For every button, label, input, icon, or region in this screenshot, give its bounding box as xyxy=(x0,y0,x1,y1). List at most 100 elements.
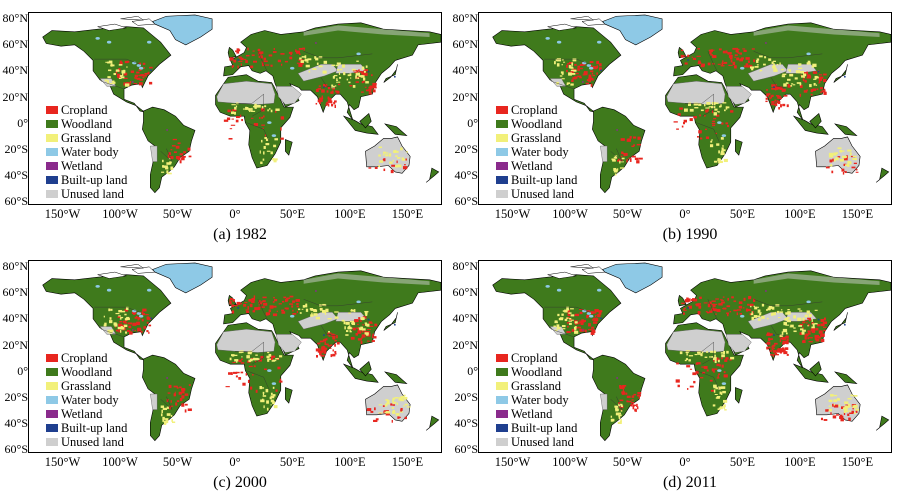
cropland-patch xyxy=(117,331,122,333)
grassland-patch xyxy=(323,60,328,64)
grassland-patch xyxy=(768,58,772,61)
cropland-patch xyxy=(715,132,718,135)
cropland-patch xyxy=(771,348,774,351)
grassland-patch xyxy=(558,317,564,321)
cropland-patch xyxy=(303,48,305,51)
grassland-patch xyxy=(256,104,261,108)
cropland-patch xyxy=(119,61,122,65)
grassland-patch xyxy=(341,64,345,68)
cropland-patch xyxy=(803,72,807,75)
grassland-patch xyxy=(698,350,702,353)
cropland-patch xyxy=(147,71,150,75)
grassland-patch xyxy=(170,414,173,417)
cropland-patch xyxy=(717,63,721,65)
grassland-patch xyxy=(558,328,561,330)
cropland-patch xyxy=(745,63,749,66)
cropland-patch xyxy=(258,359,262,362)
grassland-patch xyxy=(766,309,768,311)
cropland-patch xyxy=(225,386,230,388)
grassland-patch xyxy=(119,318,122,320)
wetland-patch xyxy=(166,377,168,379)
cropland-patch xyxy=(188,384,191,386)
latitude-tick-label: 0° xyxy=(467,363,478,378)
landmass-uk xyxy=(227,294,237,307)
cropland-patch xyxy=(245,373,248,376)
cropland-patch xyxy=(636,143,641,146)
cropland-patch xyxy=(283,296,287,299)
cropland-patch xyxy=(769,338,773,340)
cropland-patch xyxy=(142,76,145,79)
grassland-patch xyxy=(163,422,167,425)
cropland-patch xyxy=(820,338,825,343)
map-panel: 80°N 60°N 40°N 20°N 0° 20°S 40°S 60°S 150°W 100°W… xyxy=(450,248,900,496)
cropland-patch xyxy=(228,137,233,140)
cropland-patch xyxy=(712,55,717,59)
cropland-patch xyxy=(815,327,819,331)
grassland-patch xyxy=(760,69,763,72)
grassland-patch xyxy=(268,353,272,357)
legend-label: Grassland xyxy=(511,379,561,393)
grassland-patch xyxy=(392,159,395,162)
cropland-patch xyxy=(633,393,637,396)
cropland-patch xyxy=(232,65,235,68)
grassland-patch xyxy=(164,418,167,420)
cropland-patch xyxy=(625,392,628,395)
water-body-patch xyxy=(271,134,277,138)
grassland-patch xyxy=(806,310,810,314)
country-border xyxy=(550,328,575,338)
cropland-patch xyxy=(713,369,715,373)
cropland-patch xyxy=(330,354,333,358)
cropland-patch xyxy=(684,309,687,311)
cropland-patch xyxy=(626,400,629,403)
cropland-patch xyxy=(782,340,787,344)
grassland-patch xyxy=(365,65,368,68)
grassland-patch xyxy=(166,406,169,409)
legend-swatch xyxy=(496,176,508,184)
cropland-patch xyxy=(369,85,374,89)
country-border xyxy=(753,299,823,307)
grassland-patch xyxy=(111,80,114,83)
cropland-patch xyxy=(115,70,118,74)
landmass-arctic-island xyxy=(547,271,577,279)
cropland-patch xyxy=(751,48,755,50)
cropland-patch xyxy=(778,100,781,105)
grassland-patch xyxy=(723,406,726,409)
cropland-patch xyxy=(683,308,685,311)
cropland-patch xyxy=(141,312,146,316)
legend-swatch xyxy=(46,382,58,390)
cropland-patch xyxy=(570,318,573,322)
legend-swatch xyxy=(496,354,508,362)
cropland-patch xyxy=(327,103,330,107)
cropland-patch xyxy=(596,65,599,69)
cropland-patch xyxy=(134,74,138,78)
cropland-patch xyxy=(138,316,141,320)
cropland-patch xyxy=(258,55,263,58)
grassland-patch xyxy=(121,310,126,313)
grassland-patch xyxy=(345,334,349,336)
cropland-patch xyxy=(853,162,857,165)
cropland-patch xyxy=(695,370,699,374)
cropland-patch xyxy=(774,99,777,102)
cropland-patch xyxy=(334,104,337,109)
grassland-patch xyxy=(619,167,625,169)
cropland-patch xyxy=(733,300,737,302)
country-border xyxy=(320,77,336,88)
grassland-patch xyxy=(613,169,618,173)
grassland-patch xyxy=(720,352,725,354)
legend-label: Built-up land xyxy=(511,173,578,187)
cropland-patch xyxy=(843,157,848,161)
builtup-patch xyxy=(394,75,396,78)
water-body-patch xyxy=(740,66,745,70)
grassland-patch xyxy=(573,69,577,72)
grassland-patch xyxy=(611,418,615,422)
longitude-tick-label: 100°E xyxy=(784,207,816,221)
grassland-patch xyxy=(794,77,798,80)
unused-land-region xyxy=(275,334,302,353)
landmass-madagascar xyxy=(285,139,293,156)
grassland-patch xyxy=(393,150,397,154)
grassland-patch xyxy=(324,311,327,315)
cropland-patch xyxy=(577,75,582,78)
longitude-tick-label: 100°E xyxy=(784,455,816,469)
cropland-patch xyxy=(238,56,242,59)
cropland-patch xyxy=(711,368,714,372)
